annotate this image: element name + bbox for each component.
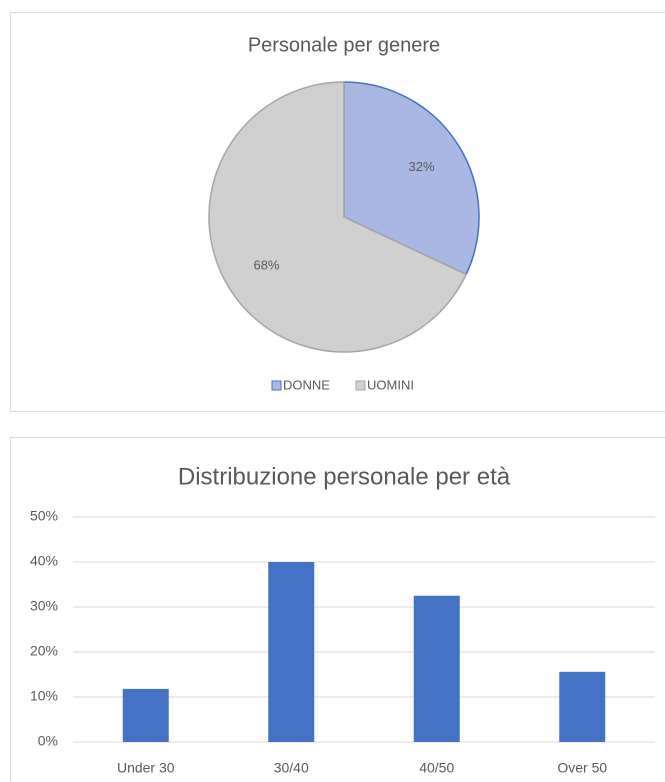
- legend-label: DONNE: [283, 377, 330, 392]
- bar: [122, 688, 169, 742]
- data-label: 68%: [253, 258, 279, 273]
- chart-title: Distribuzione personale per età: [178, 463, 511, 490]
- legend-label: UOMINI: [367, 377, 414, 392]
- legend-swatch: [355, 380, 366, 391]
- bar: [559, 671, 606, 742]
- x-tick-label: Under 30: [117, 760, 175, 776]
- data-label: 32%: [408, 159, 434, 174]
- x-tick-label: 30/40: [274, 760, 309, 776]
- pie-slice: [343, 81, 480, 276]
- y-tick-label: 20%: [30, 643, 58, 659]
- legend-swatch: [271, 380, 282, 391]
- y-tick-label: 0%: [38, 733, 58, 749]
- bar: [268, 562, 315, 742]
- x-tick-label: Over 50: [557, 760, 607, 776]
- bar-panel: [10, 437, 665, 782]
- bar: [413, 595, 460, 742]
- y-tick-label: 50%: [30, 508, 58, 524]
- x-tick-label: 40/50: [419, 760, 454, 776]
- y-tick-label: 40%: [30, 553, 58, 569]
- y-tick-label: 30%: [30, 598, 58, 614]
- chart-title: Personale per genere: [248, 34, 440, 56]
- y-tick-label: 10%: [30, 688, 58, 704]
- pie-slice: [208, 81, 468, 353]
